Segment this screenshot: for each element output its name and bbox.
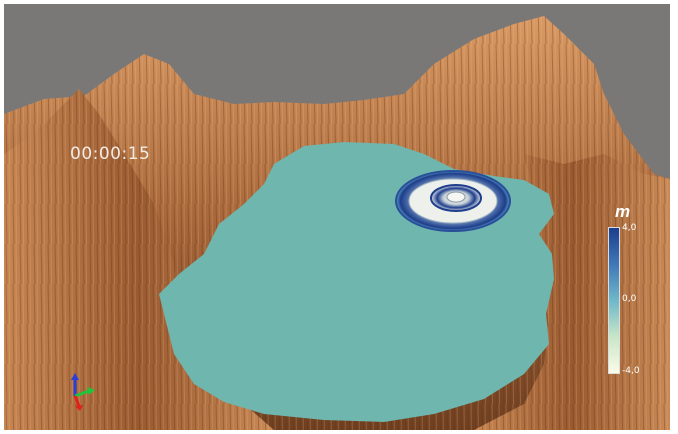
- terrain-scene: [4, 16, 670, 430]
- wave-rings: [395, 170, 511, 232]
- render-viewport[interactable]: 00:00:15 m 4,0 0,0 -4,0: [4, 4, 670, 430]
- legend-max-label: 4,0: [622, 223, 637, 233]
- legend-mid-label: 0,0: [622, 294, 637, 304]
- simulation-time: 00:00:15: [70, 144, 151, 164]
- legend-min-label: -4,0: [622, 366, 640, 376]
- legend-unit: m: [615, 202, 631, 221]
- legend-color-bar: [608, 227, 620, 374]
- axes-gizmo: [71, 373, 95, 411]
